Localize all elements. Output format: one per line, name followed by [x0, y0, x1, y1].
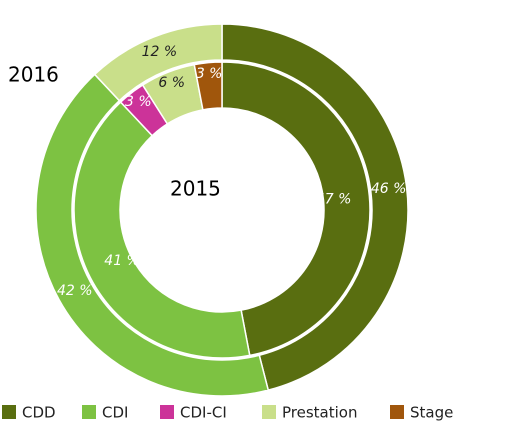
ring-segment: [35, 73, 270, 397]
outer-ring-label: 2016: [8, 63, 59, 87]
data-label: 42 %: [57, 283, 93, 299]
legend-swatch: [160, 405, 174, 419]
data-label: 47 %: [316, 191, 352, 207]
ring-segment: [193, 61, 223, 111]
ring-segment: [221, 61, 371, 357]
data-label: 41 %: [104, 253, 140, 269]
legend-swatch: [82, 405, 96, 419]
legend-label: CDI: [102, 404, 128, 422]
data-label: 6 %: [158, 75, 185, 91]
legend-swatch: [390, 405, 404, 419]
legend-swatch: [2, 405, 16, 419]
legend-label: Stage: [410, 404, 453, 422]
legend-label: CDD: [22, 404, 56, 422]
data-label: 46 %: [371, 181, 407, 197]
data-label: 3 %: [125, 94, 152, 110]
ring-segment: [221, 23, 409, 392]
inner-ring-label: 2015: [170, 177, 221, 201]
legend-label: CDI-CI: [180, 404, 227, 422]
legend-label: Prestation: [282, 404, 357, 422]
data-label: 12 %: [142, 44, 178, 60]
ring-segment: [73, 101, 251, 359]
legend-swatch: [262, 405, 276, 419]
data-label: 3 %: [196, 66, 223, 82]
ring-segment: [93, 23, 223, 102]
